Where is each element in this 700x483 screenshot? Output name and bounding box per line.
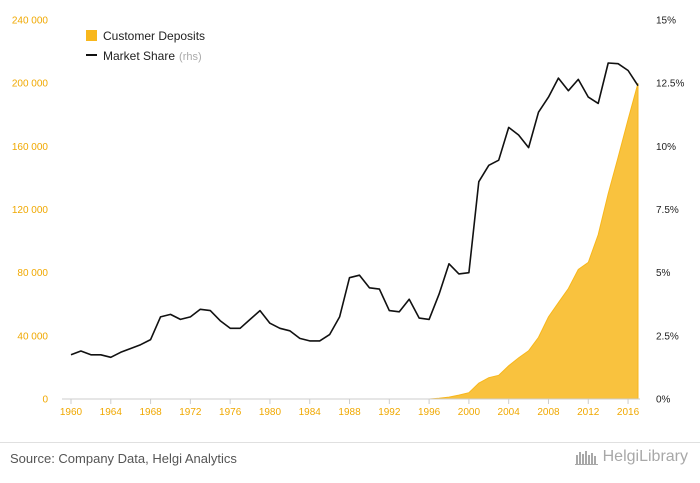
left-tick-label: 40 000 [17,331,48,342]
legend-label-deposits: Customer Deposits [103,29,205,43]
right-tick-label: 7.5% [656,205,679,216]
legend-label-market-share-row: Market Share (rhs) [103,49,202,63]
library-icon [574,451,598,465]
left-tick-label: 160 000 [12,142,49,153]
x-tick-label: 1988 [338,407,361,418]
right-tick-label: 10% [656,142,676,153]
left-tick-label: 120 000 [12,205,49,216]
legend-label-market-share: Market Share [103,49,175,63]
right-axis-ticks: 0% 2.5% 5% 7.5% 10% 12.5% 15% [656,16,684,406]
x-tick-label: 1996 [418,407,441,418]
legend: Customer Deposits Market Share (rhs) [86,29,205,63]
source-note: Source: Company Data, Helgi Analytics [10,451,237,466]
market-share-line-layer [70,62,639,359]
legend-swatch-deposits [86,30,97,41]
left-axis-ticks: 0 40 000 80 000 120 000 160 000 200 000 240 00… [12,16,49,406]
market-share-line [70,62,639,359]
x-tick-label: 1976 [219,407,242,418]
x-tick-label: 2000 [458,407,481,418]
x-tick-label: 1968 [139,407,162,418]
x-tick-label: 2008 [537,407,560,418]
right-tick-label: 12.5% [656,79,684,90]
right-tick-label: 5% [656,268,671,279]
left-tick-label: 80 000 [17,268,48,279]
x-axis-ticks: 1960 1964 1968 1972 1976 1980 1984 1988 1992 1996… [60,399,640,418]
x-tick-label: 1960 [60,407,83,418]
x-tick-label: 1980 [259,407,282,418]
x-tick-label: 1984 [299,407,322,418]
logo-text: HelgiLibrary [602,448,688,465]
deposits-area-layer [71,83,639,400]
x-tick-label: 2004 [498,407,521,418]
x-tick-label: 1964 [100,407,123,418]
x-tick-label: 2016 [617,407,640,418]
right-tick-label: 0% [656,395,671,406]
x-tick-label: 1992 [378,407,401,418]
helgi-library-logo: HelgiLibrary [574,448,688,466]
chart: 0 40 000 80 000 120 000 160 000 200 000 240 00… [12,16,685,419]
left-tick-label: 200 000 [12,79,49,90]
legend-label-rhs: (rhs) [179,51,202,63]
right-tick-label: 2.5% [656,331,679,342]
left-tick-label: 240 000 [12,16,49,27]
deposits-area [71,83,639,400]
left-tick-label: 0 [42,395,48,406]
footer-divider [0,442,700,443]
right-tick-label: 15% [656,16,676,27]
x-tick-label: 2012 [577,407,600,418]
x-tick-label: 1972 [179,407,202,418]
